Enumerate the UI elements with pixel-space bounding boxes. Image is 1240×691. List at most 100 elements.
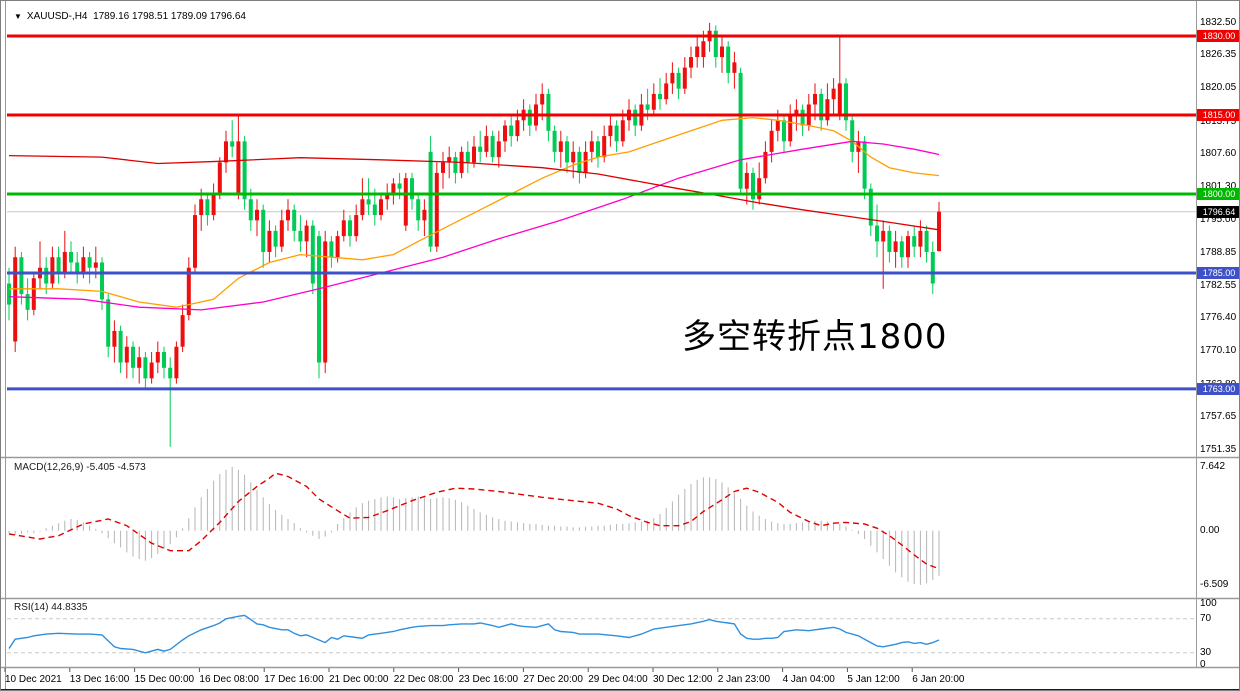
- candle-body: [844, 83, 848, 121]
- candle-body: [744, 172, 749, 189]
- candle-body: [279, 220, 284, 247]
- title-ohlc: 1789.16 1798.51 1789.09 1796.64: [93, 11, 246, 22]
- candle-body: [341, 220, 346, 237]
- candle-body: [552, 130, 557, 152]
- candle-body: [602, 136, 607, 158]
- candle-body: [633, 109, 638, 126]
- candle-body: [255, 209, 259, 221]
- candle-body: [180, 315, 185, 347]
- candle-body: [775, 120, 780, 131]
- candle-body: [800, 109, 805, 126]
- candle-body: [695, 46, 700, 58]
- price-level-badge: 1763.00: [1197, 382, 1239, 395]
- candle-body: [769, 130, 774, 152]
- price-tick-label: 1832.50: [1200, 16, 1237, 28]
- candle-body: [664, 83, 669, 100]
- price-tick-label: 1807.60: [1200, 147, 1237, 159]
- candle-body: [434, 172, 439, 247]
- rsi-header: RSI(14) 44.8335: [14, 602, 87, 613]
- rsi-line: [8, 614, 940, 654]
- candle-body: [354, 215, 359, 237]
- time-tick-label: 27 Dec 20:00: [523, 674, 583, 685]
- candle-body: [298, 230, 303, 242]
- candle-body: [893, 241, 898, 252]
- price-level-badge: 1815.00: [1197, 109, 1239, 121]
- candle-body: [168, 367, 173, 379]
- candle-body: [757, 178, 762, 200]
- candle-body: [596, 141, 600, 158]
- candle-body: [193, 215, 197, 268]
- candle-body: [726, 46, 731, 73]
- candle-body: [614, 125, 619, 142]
- time-tick-label: 17 Dec 16:00: [264, 674, 324, 685]
- candle-body: [571, 151, 576, 163]
- price-level-badge: 1800.00: [1197, 188, 1239, 200]
- candle-body: [13, 257, 18, 342]
- time-tick-label: 21 Dec 00:00: [329, 674, 389, 685]
- time-tick-label: 15 Dec 00:00: [134, 674, 195, 685]
- candle-body: [360, 199, 365, 216]
- candle-body: [410, 178, 414, 200]
- candle-body: [509, 125, 514, 137]
- candle-body: [273, 230, 278, 247]
- candle-body: [112, 330, 117, 347]
- candle-body: [93, 262, 98, 268]
- macd-axis-label: -6.509: [1200, 578, 1229, 590]
- price-tick-label: 1776.40: [1200, 312, 1237, 324]
- candle-body: [131, 346, 135, 368]
- candle-body: [100, 262, 104, 300]
- candle-body: [422, 209, 427, 221]
- price-tick-label: 1801.30: [1200, 181, 1237, 193]
- candle-body: [788, 115, 793, 142]
- candle-body: [310, 225, 315, 284]
- ma-mid-line: [8, 140, 940, 311]
- candle-body: [403, 178, 408, 226]
- candle-body: [149, 362, 154, 379]
- candle-body: [720, 46, 724, 58]
- candle-body: [862, 141, 867, 189]
- candle-body: [372, 204, 377, 216]
- time-tick-label: 6 Jan 20:00: [912, 674, 965, 685]
- candle-body: [713, 30, 718, 58]
- time-tick-label: 10 Dec 2021: [5, 674, 62, 685]
- time-tick-label: 29 Dec 04:00: [588, 674, 648, 685]
- price-tick-label: 1788.85: [1200, 246, 1237, 258]
- candle-body: [608, 125, 613, 137]
- candle-body: [162, 352, 166, 368]
- candle-body: [670, 72, 675, 84]
- macd-axis-label: 7.642: [1200, 460, 1226, 472]
- time-tick-label: 30 Dec 12:00: [653, 674, 713, 685]
- candle-body: [478, 146, 483, 152]
- candle-body: [732, 62, 737, 73]
- candle-body: [782, 120, 786, 142]
- candle-body: [124, 346, 129, 363]
- candle-body: [230, 141, 235, 147]
- candle-body: [106, 299, 111, 347]
- window-left-edge: [5, 1, 6, 690]
- window-bottom-edge: [1, 689, 1239, 690]
- candle-body: [186, 267, 191, 316]
- price-tick-label: 1795.00: [1200, 214, 1237, 226]
- candle-body: [490, 136, 495, 158]
- rsi-label: RSI(14): [14, 602, 49, 613]
- candle-body: [137, 357, 142, 368]
- candle-body: [658, 93, 662, 100]
- candle-body: [484, 136, 489, 152]
- candle-body: [205, 199, 210, 216]
- candle-body: [44, 267, 49, 284]
- candle-body: [589, 141, 594, 152]
- macd-header: MACD(12,26,9) -5.405 -4.573: [14, 462, 146, 473]
- candle-body: [906, 236, 910, 258]
- symbol-dropdown-icon[interactable]: ▼: [14, 12, 22, 21]
- candle-body: [323, 241, 328, 363]
- candle-body: [651, 93, 656, 110]
- candle-body: [682, 67, 687, 89]
- candle-body: [379, 199, 383, 216]
- candle-body: [515, 120, 520, 137]
- candle-body: [837, 83, 842, 116]
- candle-body: [831, 88, 836, 100]
- candle-body: [881, 230, 886, 242]
- candle-body: [335, 236, 340, 258]
- candle-body: [81, 257, 86, 274]
